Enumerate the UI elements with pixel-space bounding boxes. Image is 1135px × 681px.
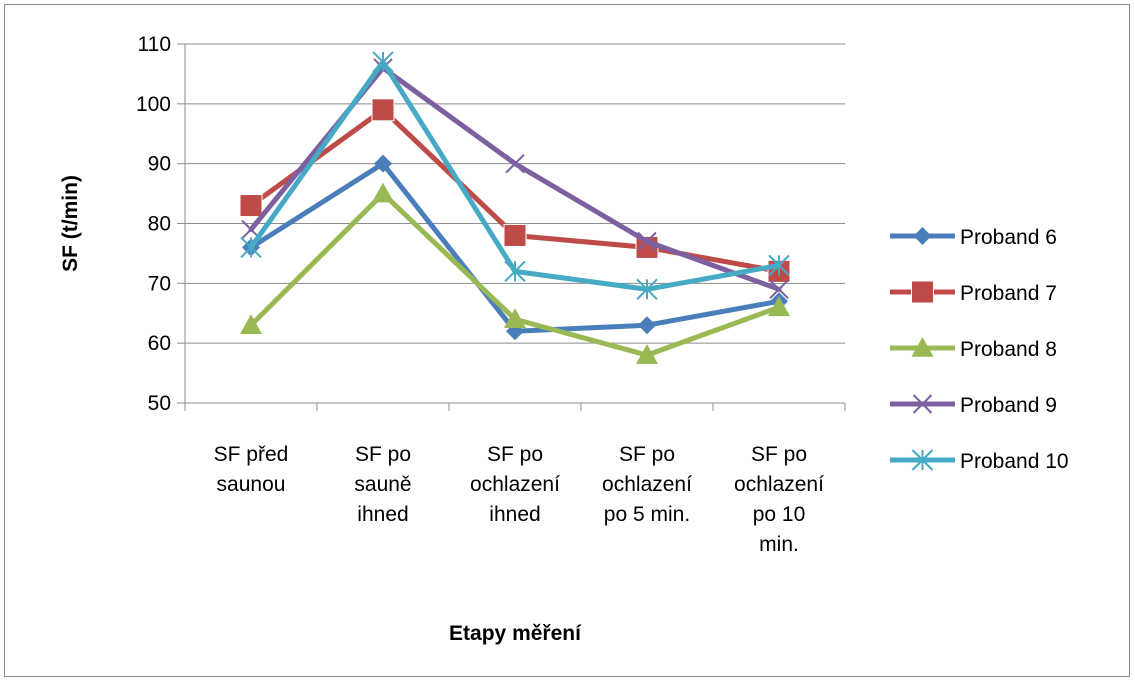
legend-label: Proband 6 xyxy=(960,226,1057,249)
legend-marker xyxy=(911,280,934,304)
y-tick-label: 100 xyxy=(136,93,171,116)
data-point xyxy=(371,98,395,122)
legend-label: Proband 10 xyxy=(960,450,1069,473)
data-point xyxy=(372,182,394,203)
legend-label: Proband 8 xyxy=(960,338,1057,361)
y-tick-label: 110 xyxy=(138,33,171,56)
y-tick-label: 60 xyxy=(148,332,171,355)
legend-label: Proband 9 xyxy=(960,394,1057,417)
x-tick-label: SF po ochlazení po 10 min. xyxy=(734,443,824,556)
legend-marker xyxy=(913,227,932,245)
data-point xyxy=(636,278,658,301)
data-point xyxy=(505,153,525,174)
data-point xyxy=(240,236,262,259)
legend-marker xyxy=(911,449,934,471)
x-tick-label: SF po ochlazení po 5 min. xyxy=(602,443,692,526)
data-point xyxy=(374,154,392,173)
data-point xyxy=(239,194,263,218)
data-point xyxy=(769,279,789,300)
data-point xyxy=(638,316,656,335)
legend-marker xyxy=(911,337,934,357)
data-point xyxy=(768,254,790,277)
y-tick-label: 80 xyxy=(148,213,171,236)
y-tick-label: 90 xyxy=(148,153,171,176)
data-point xyxy=(637,231,657,252)
data-point xyxy=(504,260,526,283)
data-point xyxy=(768,296,790,317)
y-tick-label: 70 xyxy=(148,272,171,295)
chart-frame xyxy=(4,4,1130,677)
data-point xyxy=(240,314,262,335)
legend-label: Proband 7 xyxy=(960,282,1057,305)
legend-marker xyxy=(912,394,933,414)
data-point xyxy=(504,308,526,329)
x-axis-title: Etapy měření xyxy=(449,622,582,645)
y-axis-title: SF (t/min) xyxy=(59,175,82,272)
data-point xyxy=(636,344,658,364)
data-point xyxy=(372,51,394,73)
x-tick-label: SF po sauně ihned xyxy=(354,443,411,526)
x-tick-label: SF po ochlazení ihned xyxy=(470,443,560,526)
y-tick-label: 50 xyxy=(148,392,171,415)
x-tick-label: SF před saunou xyxy=(214,443,289,496)
data-point xyxy=(503,223,527,247)
